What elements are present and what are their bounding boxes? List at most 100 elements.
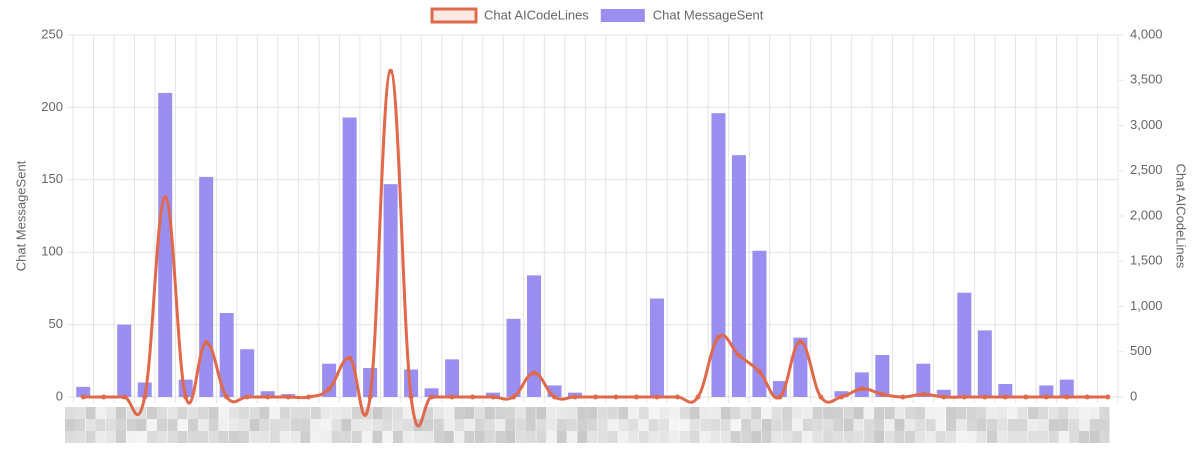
- line-point: [879, 391, 885, 397]
- obscured-label: [669, 419, 680, 431]
- obscured-label: [218, 431, 229, 443]
- obscured-label: [874, 407, 885, 419]
- obscured-label: [320, 431, 331, 443]
- obscured-label: [279, 407, 290, 419]
- obscured-label: [853, 407, 864, 419]
- obscured-label: [382, 419, 393, 431]
- line-point: [736, 352, 742, 358]
- obscured-label: [218, 419, 229, 431]
- line-point: [347, 355, 353, 361]
- obscured-label: [238, 407, 249, 419]
- obscured-label: [607, 431, 618, 443]
- line-point: [859, 386, 865, 392]
- legend-label: Chat MessageSent: [653, 7, 764, 22]
- obscured-label: [443, 431, 454, 443]
- obscured-label: [115, 431, 126, 443]
- obscured-label: [269, 407, 280, 419]
- obscured-label: [618, 431, 629, 443]
- obscured-label: [566, 431, 577, 443]
- obscured-label: [884, 431, 895, 443]
- obscured-label: [1079, 407, 1090, 419]
- obscured-label: [177, 407, 188, 419]
- obscured-label: [679, 407, 690, 419]
- obscured-label: [812, 431, 823, 443]
- bar: [383, 184, 398, 397]
- obscured-label: [402, 407, 413, 419]
- obscured-label: [823, 419, 834, 431]
- obscured-label: [966, 407, 977, 419]
- obscured-label: [341, 431, 352, 443]
- obscured-label: [331, 407, 342, 419]
- line-point: [552, 394, 558, 400]
- line-point: [162, 195, 168, 201]
- y2-axis-title: Chat AICodeLines: [1174, 164, 1189, 269]
- obscured-label: [566, 407, 577, 419]
- obscured-label: [833, 407, 844, 419]
- obscured-label: [1007, 419, 1018, 431]
- obscured-label: [331, 419, 342, 431]
- obscured-label: [741, 407, 752, 419]
- obscured-label: [1017, 419, 1028, 431]
- obscured-label: [946, 407, 957, 419]
- obscured-label: [474, 407, 485, 419]
- obscured-label: [782, 419, 793, 431]
- obscured-label: [905, 419, 916, 431]
- line-point: [695, 394, 701, 400]
- obscured-label: [700, 407, 711, 419]
- obscured-label: [925, 431, 936, 443]
- line-point: [470, 394, 476, 400]
- obscured-label: [1048, 431, 1059, 443]
- obscured-label: [228, 407, 239, 419]
- obscured-label: [433, 419, 444, 431]
- line-point: [142, 394, 148, 400]
- obscured-label: [577, 419, 588, 431]
- obscured-label: [710, 419, 721, 431]
- obscured-label: [597, 407, 608, 419]
- obscured-label: [1079, 419, 1090, 431]
- obscured-label: [997, 431, 1008, 443]
- obscured-label: [331, 431, 342, 443]
- obscured-label: [915, 407, 926, 419]
- line-point: [203, 340, 209, 346]
- obscured-label: [833, 419, 844, 431]
- line-point: [388, 68, 394, 74]
- obscured-label: [146, 431, 157, 443]
- obscured-label: [75, 431, 85, 443]
- obscured-label: [1048, 419, 1059, 431]
- line-point: [1064, 394, 1070, 400]
- obscured-label: [607, 419, 618, 431]
- obscured-label: [987, 419, 998, 431]
- obscured-label: [495, 419, 506, 431]
- bar: [1039, 385, 1054, 397]
- line-point: [1043, 394, 1049, 400]
- obscured-label: [812, 407, 823, 419]
- obscured-label: [597, 419, 608, 431]
- obscured-label: [167, 431, 178, 443]
- obscured-label: [423, 431, 434, 443]
- line-point: [572, 394, 578, 400]
- obscured-label: [874, 419, 885, 431]
- obscured-label: [628, 419, 639, 431]
- obscured-label: [679, 419, 690, 431]
- obscured-label: [802, 407, 813, 419]
- obscured-label: [689, 419, 700, 431]
- bar: [240, 349, 255, 397]
- obscured-label: [167, 407, 178, 419]
- obscured-label: [864, 407, 875, 419]
- obscured-label: [884, 419, 895, 431]
- obscured-label: [966, 431, 977, 443]
- obscured-label: [638, 431, 649, 443]
- bar: [199, 176, 214, 397]
- obscured-label: [208, 431, 219, 443]
- obscured-label: [679, 431, 690, 443]
- obscured-label: [269, 419, 280, 431]
- obscured-label: [853, 431, 864, 443]
- obscured-label: [413, 407, 424, 419]
- obscured-label: [320, 407, 331, 419]
- obscured-label: [823, 431, 834, 443]
- obscured-label: [515, 407, 526, 419]
- obscured-label: [65, 419, 75, 431]
- line-point: [593, 394, 598, 400]
- obscured-label: [792, 431, 803, 443]
- obscured-label: [1028, 407, 1039, 419]
